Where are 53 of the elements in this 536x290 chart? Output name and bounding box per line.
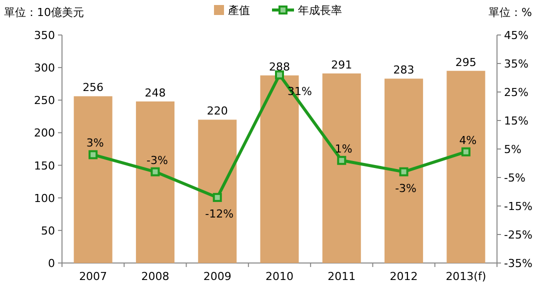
data-label: 1% xyxy=(334,142,352,156)
y-tick-label: 50 xyxy=(41,224,55,238)
y-axis-title: 單位：10億美元 xyxy=(4,6,84,19)
data-label: 288 xyxy=(269,60,290,74)
data-label: -3% xyxy=(146,154,168,167)
y2-tick-label: -5% xyxy=(504,172,526,184)
data-label: 283 xyxy=(393,64,414,77)
y-tick-label: 250 xyxy=(34,94,55,108)
y-tick-label: 350 xyxy=(34,29,55,42)
data-label: 256 xyxy=(82,81,104,94)
point xyxy=(88,150,98,160)
data-label: 291 xyxy=(331,58,352,72)
y-tick-label: 100 xyxy=(34,192,55,205)
y2-tick-label: -25% xyxy=(504,228,532,242)
y-tick-label: 0 xyxy=(48,257,55,270)
point xyxy=(399,167,408,176)
y2-tick-label: -35% xyxy=(504,257,532,270)
bar xyxy=(322,73,361,263)
data-label: 220 xyxy=(206,104,228,118)
data-label: -3% xyxy=(395,182,416,195)
y-tick-label: 300 xyxy=(34,62,55,75)
x-tick-label: 2009 xyxy=(203,270,232,283)
y2-axis-title: 單位：% xyxy=(488,6,532,19)
x-tick-label: 2007 xyxy=(79,270,108,283)
data-label: 295 xyxy=(455,56,476,69)
y2-tick-label: 25% xyxy=(504,86,528,99)
data-label: 4% xyxy=(459,134,477,147)
x-tick-label: 2012 xyxy=(390,270,418,283)
x-tick-label: 2013(f) xyxy=(446,270,486,283)
point xyxy=(461,147,470,156)
point xyxy=(150,167,160,176)
y2-tick-label: -15% xyxy=(504,200,532,213)
data-label: -12% xyxy=(205,207,234,220)
y-tick-label: 200 xyxy=(34,126,55,140)
legend-label: 年成長率 xyxy=(298,4,342,17)
data-label: 3% xyxy=(86,136,104,150)
x-tick-label: 2010 xyxy=(266,270,294,283)
point xyxy=(337,156,346,165)
legend-label: 產值 xyxy=(228,4,250,17)
y2-tick-label: 45% xyxy=(504,29,528,42)
y-tick-label: 150 xyxy=(34,159,55,172)
data-label: 248 xyxy=(144,86,166,100)
x-tick-label: 2011 xyxy=(328,270,356,283)
bar xyxy=(74,96,112,263)
point xyxy=(212,192,222,202)
y2-tick-label: 35% xyxy=(504,58,528,70)
bar xyxy=(446,70,486,263)
bar xyxy=(384,78,424,263)
x-tick-label: 2008 xyxy=(141,270,170,283)
bar xyxy=(198,120,237,263)
y2-tick-label: 5% xyxy=(504,143,522,156)
bar xyxy=(136,101,174,263)
y2-tick-label: 15% xyxy=(504,114,528,128)
